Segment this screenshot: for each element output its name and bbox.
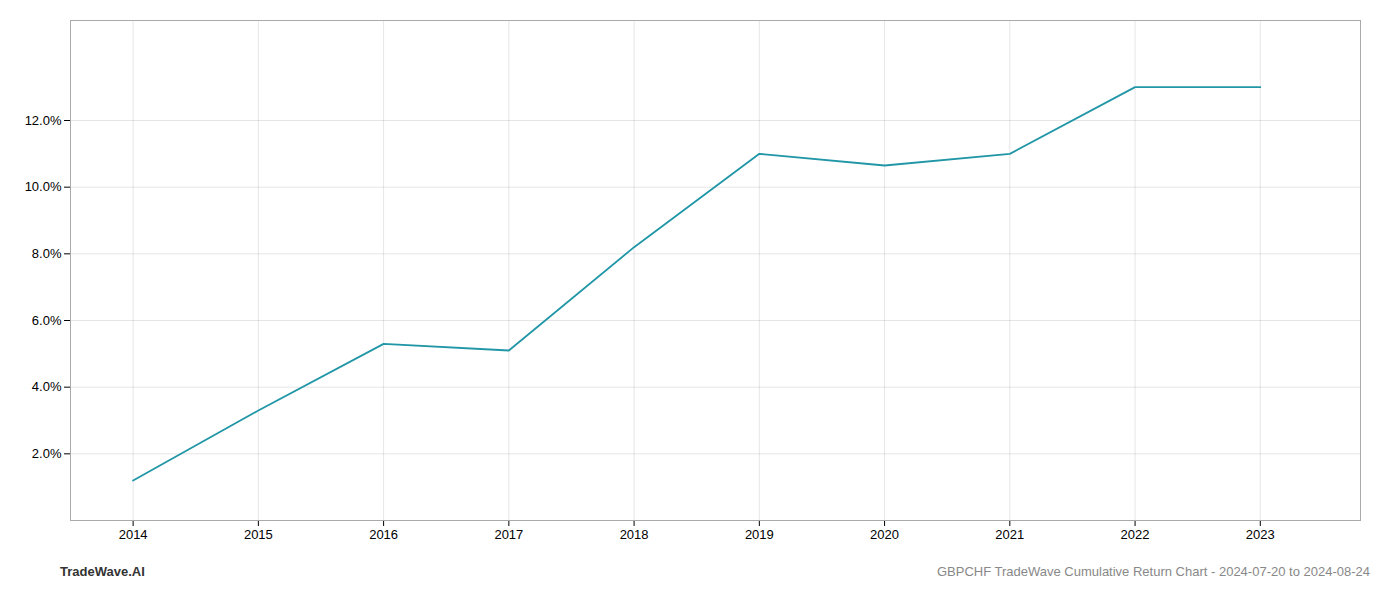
svg-text:2016: 2016 bbox=[369, 527, 398, 542]
svg-text:2019: 2019 bbox=[745, 527, 774, 542]
svg-text:8.0%: 8.0% bbox=[32, 246, 62, 261]
svg-text:2022: 2022 bbox=[1121, 527, 1150, 542]
svg-text:2023: 2023 bbox=[1246, 527, 1275, 542]
svg-text:6.0%: 6.0% bbox=[32, 313, 62, 328]
svg-text:12.0%: 12.0% bbox=[25, 113, 62, 128]
html-text:GBPCHF TradeWave Cumulative Re: GBPCHF TradeWave Cumulative Return Chart… bbox=[936, 564, 1370, 579]
svg-text:2021: 2021 bbox=[995, 527, 1024, 542]
svg-text:2018: 2018 bbox=[620, 527, 649, 542]
svg-text:2014: 2014 bbox=[119, 527, 148, 542]
svg-text:2020: 2020 bbox=[870, 527, 899, 542]
svg-text:2017: 2017 bbox=[494, 527, 523, 542]
svg-text:10.0%: 10.0% bbox=[25, 179, 62, 194]
html-text:TradeWave.AI: TradeWave.AI bbox=[60, 564, 145, 579]
svg-text:4.0%: 4.0% bbox=[32, 379, 62, 394]
svg-text:2.0%: 2.0% bbox=[32, 446, 62, 461]
svg-text:2015: 2015 bbox=[244, 527, 273, 542]
